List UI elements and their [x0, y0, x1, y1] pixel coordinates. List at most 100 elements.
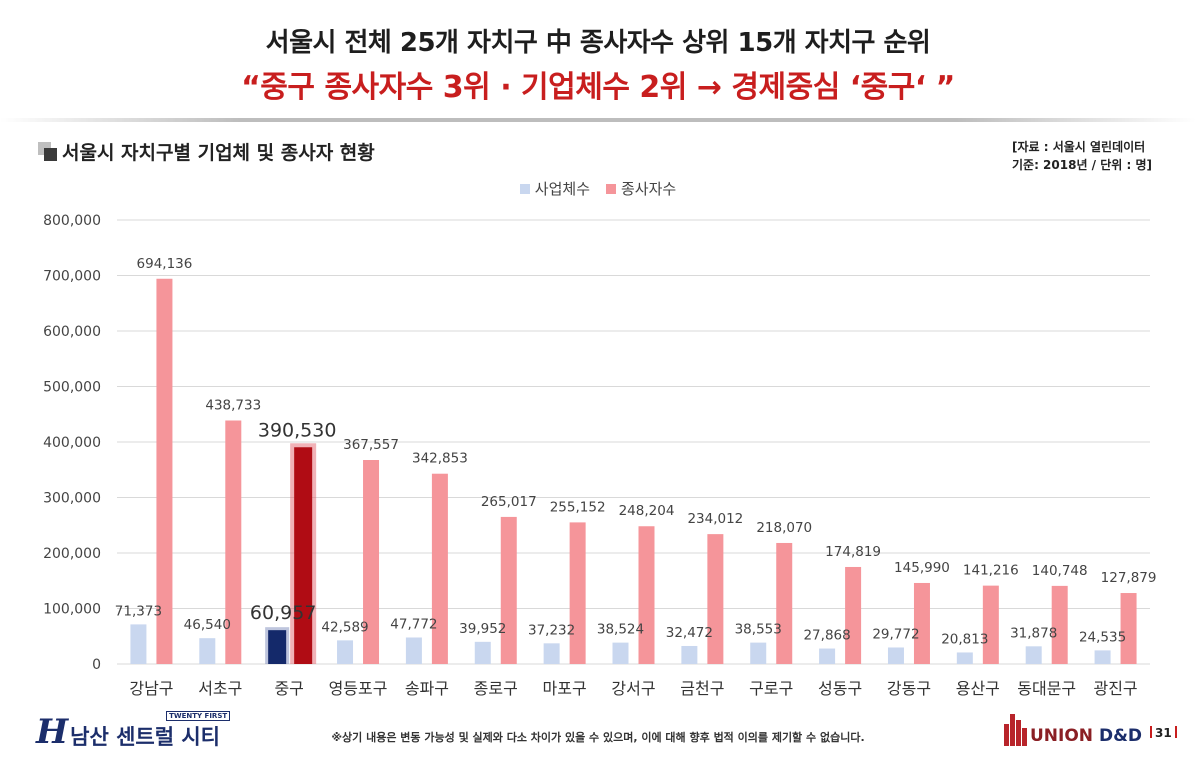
legend-item-business: 사업체수	[519, 178, 590, 199]
x-tick-label: 용산구	[956, 679, 1000, 698]
bar-business	[268, 630, 287, 664]
union-name-a: UNION	[1030, 726, 1099, 746]
bar-business	[130, 624, 147, 664]
data-label-business: 47,772	[390, 616, 437, 632]
section-title: 서울시 자치구별 기업체 및 종사자 현황	[38, 138, 375, 165]
legend-swatch-employee	[606, 183, 616, 194]
bar-employee	[500, 516, 517, 664]
bar-business	[681, 645, 698, 664]
data-label-business: 37,232	[528, 622, 575, 638]
data-label-business: 29,772	[872, 626, 919, 642]
bar-employee	[294, 447, 313, 664]
x-tick-label: 송파구	[405, 679, 449, 698]
x-tick-label: 강서구	[611, 679, 655, 698]
brand-tag: TWENTY FIRST	[166, 711, 231, 721]
data-label-business: 46,540	[184, 617, 231, 633]
bar-employee	[1120, 593, 1137, 664]
bar-business	[337, 640, 354, 664]
page-title: 서울시 전체 25개 자치구 中 종사자수 상위 15개 자치구 순위	[265, 28, 931, 58]
data-label-employee: 248,204	[619, 503, 675, 519]
bar-employee	[638, 526, 655, 664]
square-bullet-icon	[38, 141, 58, 162]
bar-business	[1025, 646, 1042, 664]
data-label-employee: 140,748	[1032, 563, 1088, 579]
x-tick-label: 강남구	[129, 679, 173, 698]
data-label-employee: 145,990	[894, 560, 950, 576]
y-tick-label: 200,000	[43, 546, 101, 562]
chart-legend: 사업체수 종사자수	[0, 178, 1196, 199]
x-tick-label: 마포구	[543, 679, 587, 698]
x-tick-label: 금천구	[680, 679, 724, 698]
y-tick-label: 0	[92, 657, 101, 673]
union-logo: UNION D&D	[1004, 714, 1142, 746]
page-subtitle: “중구 종사자수 3위 · 기업체수 2위 → 경제중심 ‘중구‘ ”	[241, 70, 955, 105]
bar-business	[474, 641, 491, 664]
bar-employee	[982, 585, 999, 664]
bar-employee	[225, 420, 242, 664]
legend-swatch-business	[519, 183, 530, 194]
data-label-employee: 234,012	[687, 511, 743, 527]
bar-business	[612, 642, 629, 664]
bar-business	[819, 648, 836, 664]
union-name-b: D&D	[1098, 726, 1143, 746]
data-label-business: 60,957	[250, 602, 316, 624]
y-tick-label: 300,000	[43, 491, 101, 507]
bar-employee	[1051, 585, 1068, 664]
data-label-employee: 438,733	[205, 398, 261, 414]
legend-item-employee: 종사자수	[606, 178, 676, 199]
bar-employee	[845, 566, 862, 664]
building-icon	[1004, 714, 1028, 746]
bar-employee	[156, 278, 173, 664]
data-label-employee: 694,136	[137, 256, 193, 272]
bar-business	[887, 647, 904, 664]
bar-employee	[707, 534, 724, 664]
bar-employee	[776, 542, 793, 664]
legend-label-employee: 종사자수	[621, 180, 677, 198]
bar-business	[750, 642, 767, 664]
data-label-employee: 127,879	[1101, 570, 1157, 586]
data-label-business: 42,589	[321, 619, 368, 635]
data-label-employee: 390,530	[258, 419, 337, 441]
bar-employee	[569, 522, 586, 664]
y-tick-label: 800,000	[43, 213, 101, 229]
data-label-business: 24,535	[1079, 629, 1126, 645]
data-label-employee: 265,017	[481, 494, 537, 510]
page-number: 31	[1147, 726, 1180, 740]
data-label-business: 39,952	[459, 621, 506, 637]
y-tick-label: 500,000	[43, 380, 101, 396]
bar-business	[543, 643, 560, 664]
x-tick-label: 중구	[274, 679, 303, 698]
x-tick-label: 강동구	[887, 679, 931, 698]
header-divider	[0, 118, 1196, 122]
y-tick-label: 400,000	[43, 435, 101, 451]
data-label-business: 20,813	[941, 631, 988, 647]
x-tick-label: 종로구	[474, 679, 518, 698]
y-tick-label: 100,000	[43, 602, 101, 618]
x-tick-label: 성동구	[818, 679, 862, 698]
union-name: UNION D&D	[1030, 726, 1142, 746]
bar-employee	[431, 473, 448, 664]
bar-business	[956, 652, 973, 664]
data-label-business: 31,878	[1010, 625, 1057, 641]
data-label-business: 32,472	[666, 625, 713, 641]
source-note: [자료 : 서울시 열린데이터 기준: 2018년 / 단위 : 명]	[1012, 138, 1152, 174]
brand-name: 남산 센트럴 시티	[70, 725, 220, 749]
brand-logo: H TWENTY FIRST 남산 센트럴 시티	[36, 711, 231, 752]
x-tick-label: 구로구	[749, 679, 793, 698]
y-tick-label: 700,000	[43, 269, 101, 285]
y-tick-label: 600,000	[43, 324, 101, 340]
bar-employee	[913, 582, 930, 664]
data-label-employee: 174,819	[825, 544, 881, 560]
data-label-business: 71,373	[115, 603, 162, 619]
brand-mark: H	[36, 712, 69, 752]
data-label-business: 38,524	[597, 622, 644, 638]
page-number-text: 31	[1155, 726, 1172, 740]
data-label-employee: 342,853	[412, 451, 468, 467]
source-line-1: [자료 : 서울시 열린데이터	[1012, 140, 1146, 154]
data-label-employee: 141,216	[963, 563, 1019, 579]
bar-business	[405, 637, 422, 664]
bar-business	[199, 638, 216, 664]
section-title-text: 서울시 자치구별 기업체 및 종사자 현황	[62, 142, 375, 164]
x-tick-label: 영등포구	[329, 679, 388, 698]
